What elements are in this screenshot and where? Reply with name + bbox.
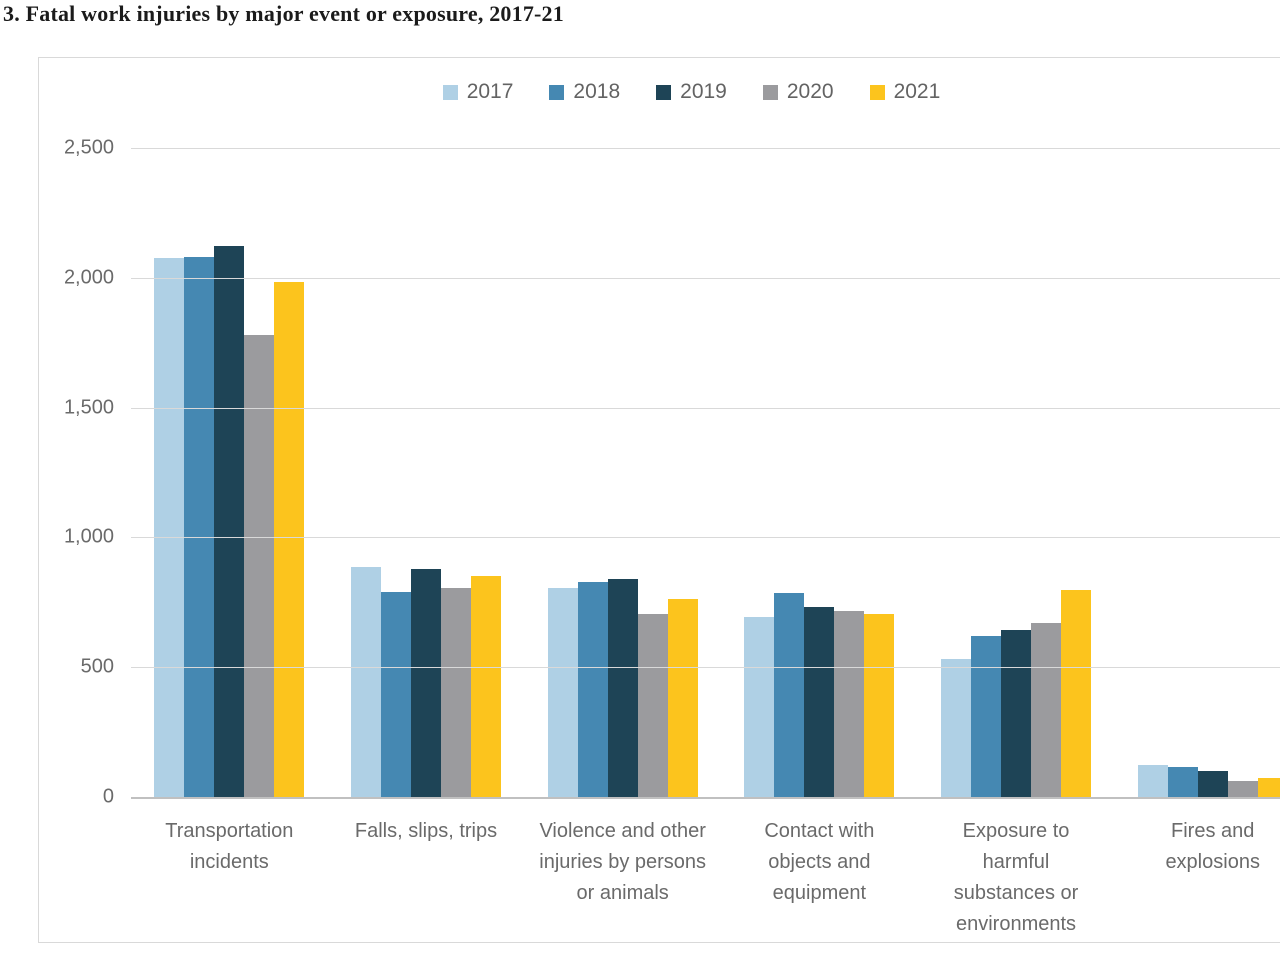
bar-2017	[547, 587, 578, 797]
y-tick-label: 1,500	[63, 396, 114, 419]
gridline	[131, 797, 1280, 799]
x-category-label: Contact with objects and equipment	[764, 820, 875, 904]
bar-2020	[1227, 780, 1258, 797]
bar-group	[131, 148, 328, 797]
bar-2021	[864, 613, 895, 797]
legend-swatch-2019	[656, 84, 672, 100]
legend-swatch-2021	[869, 84, 885, 100]
bar-2018	[184, 257, 215, 797]
bar-2018	[1167, 767, 1198, 797]
bar-2020	[244, 335, 275, 797]
bar-row	[154, 148, 305, 797]
bar-2018	[971, 635, 1002, 797]
legend: 2017 2018 2019 2020 2021	[39, 80, 1280, 104]
chart-title: 3. Fatal work injuries by major event or…	[3, 1, 564, 26]
legend-label: 2019	[680, 80, 727, 103]
bar-row	[941, 148, 1092, 797]
bar-2018	[577, 582, 608, 797]
x-category-label: Fires and explosions	[1165, 820, 1260, 873]
legend-item: 2017	[442, 80, 514, 104]
bar-2021	[471, 576, 501, 797]
bar-2017	[744, 616, 775, 797]
y-tick-label: 1,000	[63, 525, 114, 548]
gridline	[131, 277, 1280, 279]
legend-label: 2018	[573, 80, 621, 103]
y-tick-label: 500	[80, 655, 114, 678]
bar-2019	[1197, 771, 1228, 797]
legend-swatch-2018	[549, 84, 565, 100]
bar-group	[721, 148, 918, 797]
gridline	[131, 537, 1280, 539]
bar-2020	[834, 611, 865, 797]
bar-2021	[1257, 778, 1280, 797]
bar-2021	[1061, 589, 1092, 797]
legend-swatch-2017	[442, 84, 458, 100]
bars-layer	[131, 148, 1280, 797]
legend-swatch-2020	[762, 84, 778, 100]
bar-2018	[381, 591, 411, 797]
y-tick-label: 2,000	[63, 266, 114, 289]
legend-label: 2017	[466, 80, 514, 103]
bar-group	[524, 148, 721, 797]
legend-item: 2021	[869, 80, 941, 104]
gridline	[131, 148, 1280, 149]
bar-2017	[154, 257, 185, 797]
bar-group	[918, 148, 1115, 797]
bar-2018	[774, 592, 805, 797]
x-category-label: Violence and other injuries by persons o…	[539, 820, 707, 904]
legend-item: 2018	[549, 80, 620, 104]
gridline	[131, 407, 1280, 409]
bar-2019	[607, 578, 638, 797]
legend-label: 2021	[893, 80, 941, 103]
bar-2019	[411, 568, 441, 797]
chart-container: 2017 2018 2019 2020 2021 2,500 2,000 1,500 1,00…	[38, 57, 1280, 943]
bar-group	[1114, 148, 1280, 797]
x-category-label: Exposure to harmful substances or enviro…	[953, 820, 1079, 935]
bar-row	[547, 148, 698, 797]
bar-2019	[804, 606, 835, 797]
x-category-label: Transportation incidents	[165, 820, 294, 873]
bar-2019	[214, 246, 245, 797]
bar-2017	[351, 566, 381, 797]
bar-2021	[274, 282, 305, 797]
x-category-label: Falls, slips, trips	[354, 820, 498, 842]
bar-2017	[1137, 765, 1168, 797]
legend-label: 2020	[786, 80, 834, 103]
bar-row	[351, 148, 501, 797]
bar-2020	[1031, 622, 1062, 797]
bar-row	[1137, 148, 1280, 797]
bar-2019	[1001, 630, 1032, 797]
bar-2017	[941, 659, 972, 797]
bar-group	[328, 148, 525, 797]
legend-item: 2019	[656, 80, 727, 104]
x-axis-labels: Transportation incidents Falls, slips, tr…	[131, 816, 1280, 940]
legend-item: 2020	[762, 80, 834, 104]
bar-2020	[637, 613, 668, 797]
bar-2020	[441, 588, 471, 797]
plot-area: 2,500 2,000 1,500 1,000 500 0	[64, 137, 1280, 808]
y-tick-label: 0	[102, 785, 114, 808]
gridline	[131, 667, 1280, 669]
bar-row	[744, 148, 895, 797]
bar-2021	[667, 599, 698, 797]
y-tick-label: 2,500	[63, 136, 114, 159]
